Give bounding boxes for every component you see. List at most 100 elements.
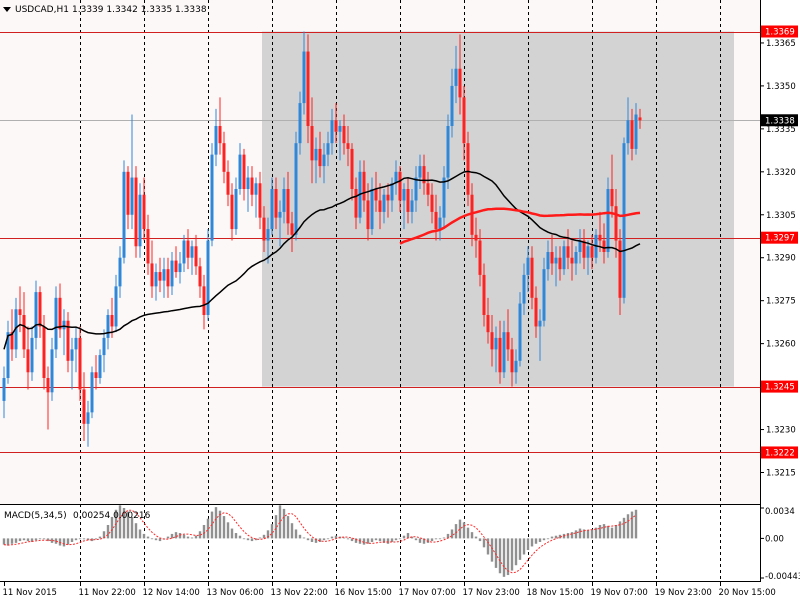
candle-body: [130, 177, 134, 215]
x-tick-label: 19 Nov 23:00: [655, 588, 712, 598]
macd-bar: [306, 538, 310, 541]
macd-bar: [470, 532, 474, 539]
candle-body: [590, 246, 594, 258]
macd-bar: [486, 538, 490, 555]
candle-body: [346, 143, 350, 149]
candle-body: [398, 171, 402, 201]
candle-body: [530, 257, 534, 298]
candle-body: [466, 143, 470, 195]
macd-bar: [238, 535, 242, 539]
macd-bar: [422, 538, 426, 544]
macd-bar: [430, 538, 434, 542]
macd-bar: [234, 533, 238, 539]
macd-bar: [614, 524, 618, 539]
macd-bar: [362, 538, 366, 545]
candle-body: [446, 126, 450, 178]
candle-body: [470, 194, 474, 235]
candle-body: [558, 257, 562, 270]
macd-bar: [570, 532, 574, 539]
macd-bar: [610, 527, 614, 539]
x-tick-label: 13 Nov 06:00: [207, 588, 264, 598]
macd-bar: [490, 538, 494, 562]
macd-bar: [530, 538, 534, 547]
level-price-tag-bg: [761, 380, 798, 393]
macd-bar: [294, 529, 298, 539]
macd-bar: [206, 518, 210, 539]
x-tick-label: 12 Nov 14:00: [143, 588, 200, 598]
x-tick-label: 20 Nov 15:00: [719, 588, 776, 598]
macd-bar: [262, 534, 266, 539]
y-tick-label: 1.3365: [766, 39, 796, 49]
candle-body: [534, 297, 538, 327]
candle-body: [330, 120, 334, 144]
candle-body: [18, 309, 22, 315]
candle-body: [178, 263, 182, 273]
current-price-tag: 1.3338: [765, 116, 795, 126]
macd-y-tick-label: 0.00: [765, 534, 784, 544]
candle-body: [506, 332, 510, 350]
macd-bar: [542, 538, 546, 541]
macd-bar: [38, 538, 42, 540]
candle-body: [42, 326, 46, 378]
candle-body: [618, 240, 622, 298]
chart-menu-triangle-icon[interactable]: [3, 7, 11, 12]
candle-body: [70, 349, 74, 361]
candle-body: [374, 189, 378, 201]
macd-layer: 0.0034 0.00 -0.00443: [2, 505, 800, 582]
macd-bar: [118, 505, 122, 539]
symbol-title: USDCAD,H1: [15, 5, 69, 15]
candle-body: [38, 292, 42, 327]
candle-body: [110, 315, 114, 327]
candle-body: [158, 272, 162, 281]
candle-body: [554, 257, 558, 264]
macd-bar: [574, 530, 578, 539]
macd-bar: [106, 524, 110, 539]
macd-bar: [634, 509, 638, 539]
macd-bar: [546, 538, 550, 540]
macd-bar: [90, 538, 94, 542]
macd-bar: [390, 538, 394, 542]
macd-bar: [150, 538, 154, 540]
candle-body: [622, 143, 626, 298]
macd-values: 0.00254 0.00216: [73, 511, 151, 521]
candle-body: [34, 292, 38, 338]
level-price-tag-bg: [761, 231, 798, 244]
candle-body: [194, 246, 198, 267]
macd-bar: [350, 538, 354, 542]
candle-body: [474, 234, 478, 241]
candle-body: [26, 349, 30, 373]
macd-bar: [198, 531, 202, 539]
macd-bar: [98, 536, 102, 539]
macd-label: MACD(5,34,5): [4, 511, 67, 521]
macd-bar: [462, 522, 466, 539]
macd-bar: [174, 532, 178, 539]
candle-body: [294, 143, 298, 235]
candle-body: [102, 337, 106, 356]
macd-bar: [78, 538, 82, 540]
macd-bar: [22, 538, 26, 541]
candle-body: [434, 211, 438, 230]
candle-body: [362, 171, 366, 201]
candle-body: [170, 260, 174, 287]
candle-body: [514, 360, 518, 373]
candle-body: [586, 246, 590, 258]
macd-panel: [0, 505, 760, 582]
macd-bar: [134, 523, 138, 539]
candle-body: [482, 274, 486, 315]
candle-body: [378, 200, 382, 212]
candle-body: [366, 200, 370, 230]
candle-body: [138, 194, 142, 247]
candle-body: [118, 257, 122, 287]
candle-body: [502, 332, 506, 373]
candle-body: [46, 378, 50, 393]
macd-bar: [270, 524, 274, 539]
candle-body: [510, 349, 514, 373]
macd-bar: [510, 538, 514, 571]
level-price-tag-bg: [761, 25, 798, 38]
macd-bar: [606, 525, 610, 539]
candle-body: [134, 177, 138, 247]
macd-bar: [538, 538, 542, 542]
macd-bar: [34, 538, 38, 541]
macd-bar: [314, 538, 318, 543]
